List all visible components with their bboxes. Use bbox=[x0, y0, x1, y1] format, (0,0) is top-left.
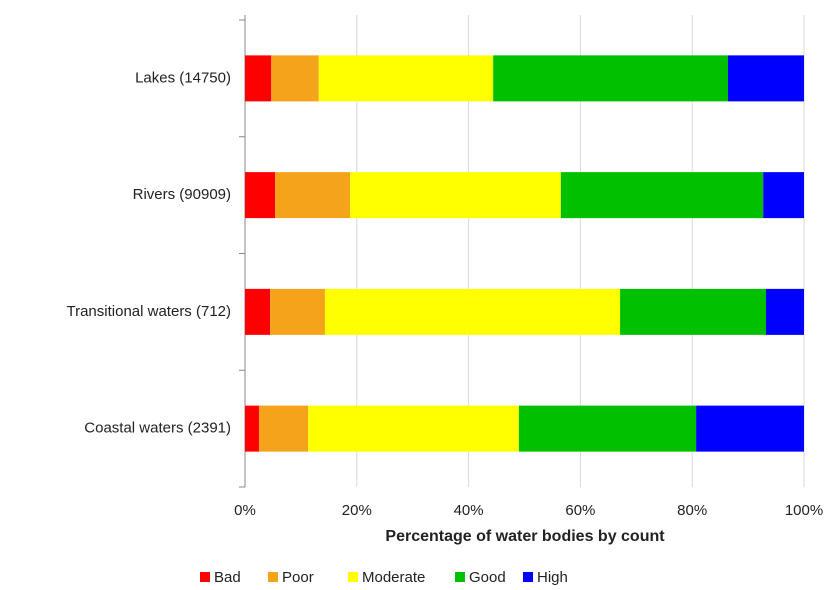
bar-segment bbox=[696, 405, 804, 452]
y-tick-label: Rivers (90909) bbox=[133, 186, 231, 203]
legend-label: Good bbox=[469, 569, 506, 586]
bar-segment bbox=[245, 288, 271, 335]
bar-segment bbox=[318, 55, 494, 102]
bar-segment bbox=[270, 288, 325, 335]
y-tick-label: Coastal waters (2391) bbox=[84, 420, 231, 437]
bar-segment bbox=[727, 55, 804, 102]
x-tick-label: 40% bbox=[454, 502, 484, 519]
bar-segment bbox=[308, 405, 519, 452]
bar-segment bbox=[350, 172, 561, 219]
bar-segment bbox=[763, 172, 804, 219]
legend-swatch bbox=[200, 572, 210, 582]
bar-segment bbox=[245, 172, 276, 219]
legend-swatch bbox=[455, 572, 465, 582]
bar-segment bbox=[258, 405, 309, 452]
x-tick-label: 20% bbox=[342, 502, 372, 519]
x-tick-label: 100% bbox=[785, 502, 823, 519]
bar-segment bbox=[493, 55, 728, 102]
y-tick-label: Transitional waters (712) bbox=[66, 303, 231, 320]
legend-label: Bad bbox=[214, 569, 241, 586]
x-tick-label: 80% bbox=[677, 502, 707, 519]
legend-label: Moderate bbox=[362, 569, 425, 586]
bar-segment bbox=[245, 55, 272, 102]
bar-segment bbox=[271, 55, 319, 102]
bar-segment bbox=[518, 405, 697, 452]
legend-swatch bbox=[523, 572, 533, 582]
y-tick-label: Lakes (14750) bbox=[135, 69, 231, 86]
legend-label: Poor bbox=[282, 569, 314, 586]
x-tick-label: 0% bbox=[234, 502, 256, 519]
bar-segment bbox=[324, 288, 621, 335]
bar-segment bbox=[245, 405, 259, 452]
bar-segment bbox=[560, 172, 764, 219]
legend-swatch bbox=[268, 572, 278, 582]
legend-swatch bbox=[348, 572, 358, 582]
x-tick-label: 60% bbox=[565, 502, 595, 519]
x-axis-title: Percentage of water bodies by count bbox=[385, 528, 665, 545]
legend-label: High bbox=[537, 569, 568, 586]
bar-segment bbox=[620, 288, 766, 335]
bar-segment bbox=[765, 288, 804, 335]
bar-segment bbox=[275, 172, 351, 219]
